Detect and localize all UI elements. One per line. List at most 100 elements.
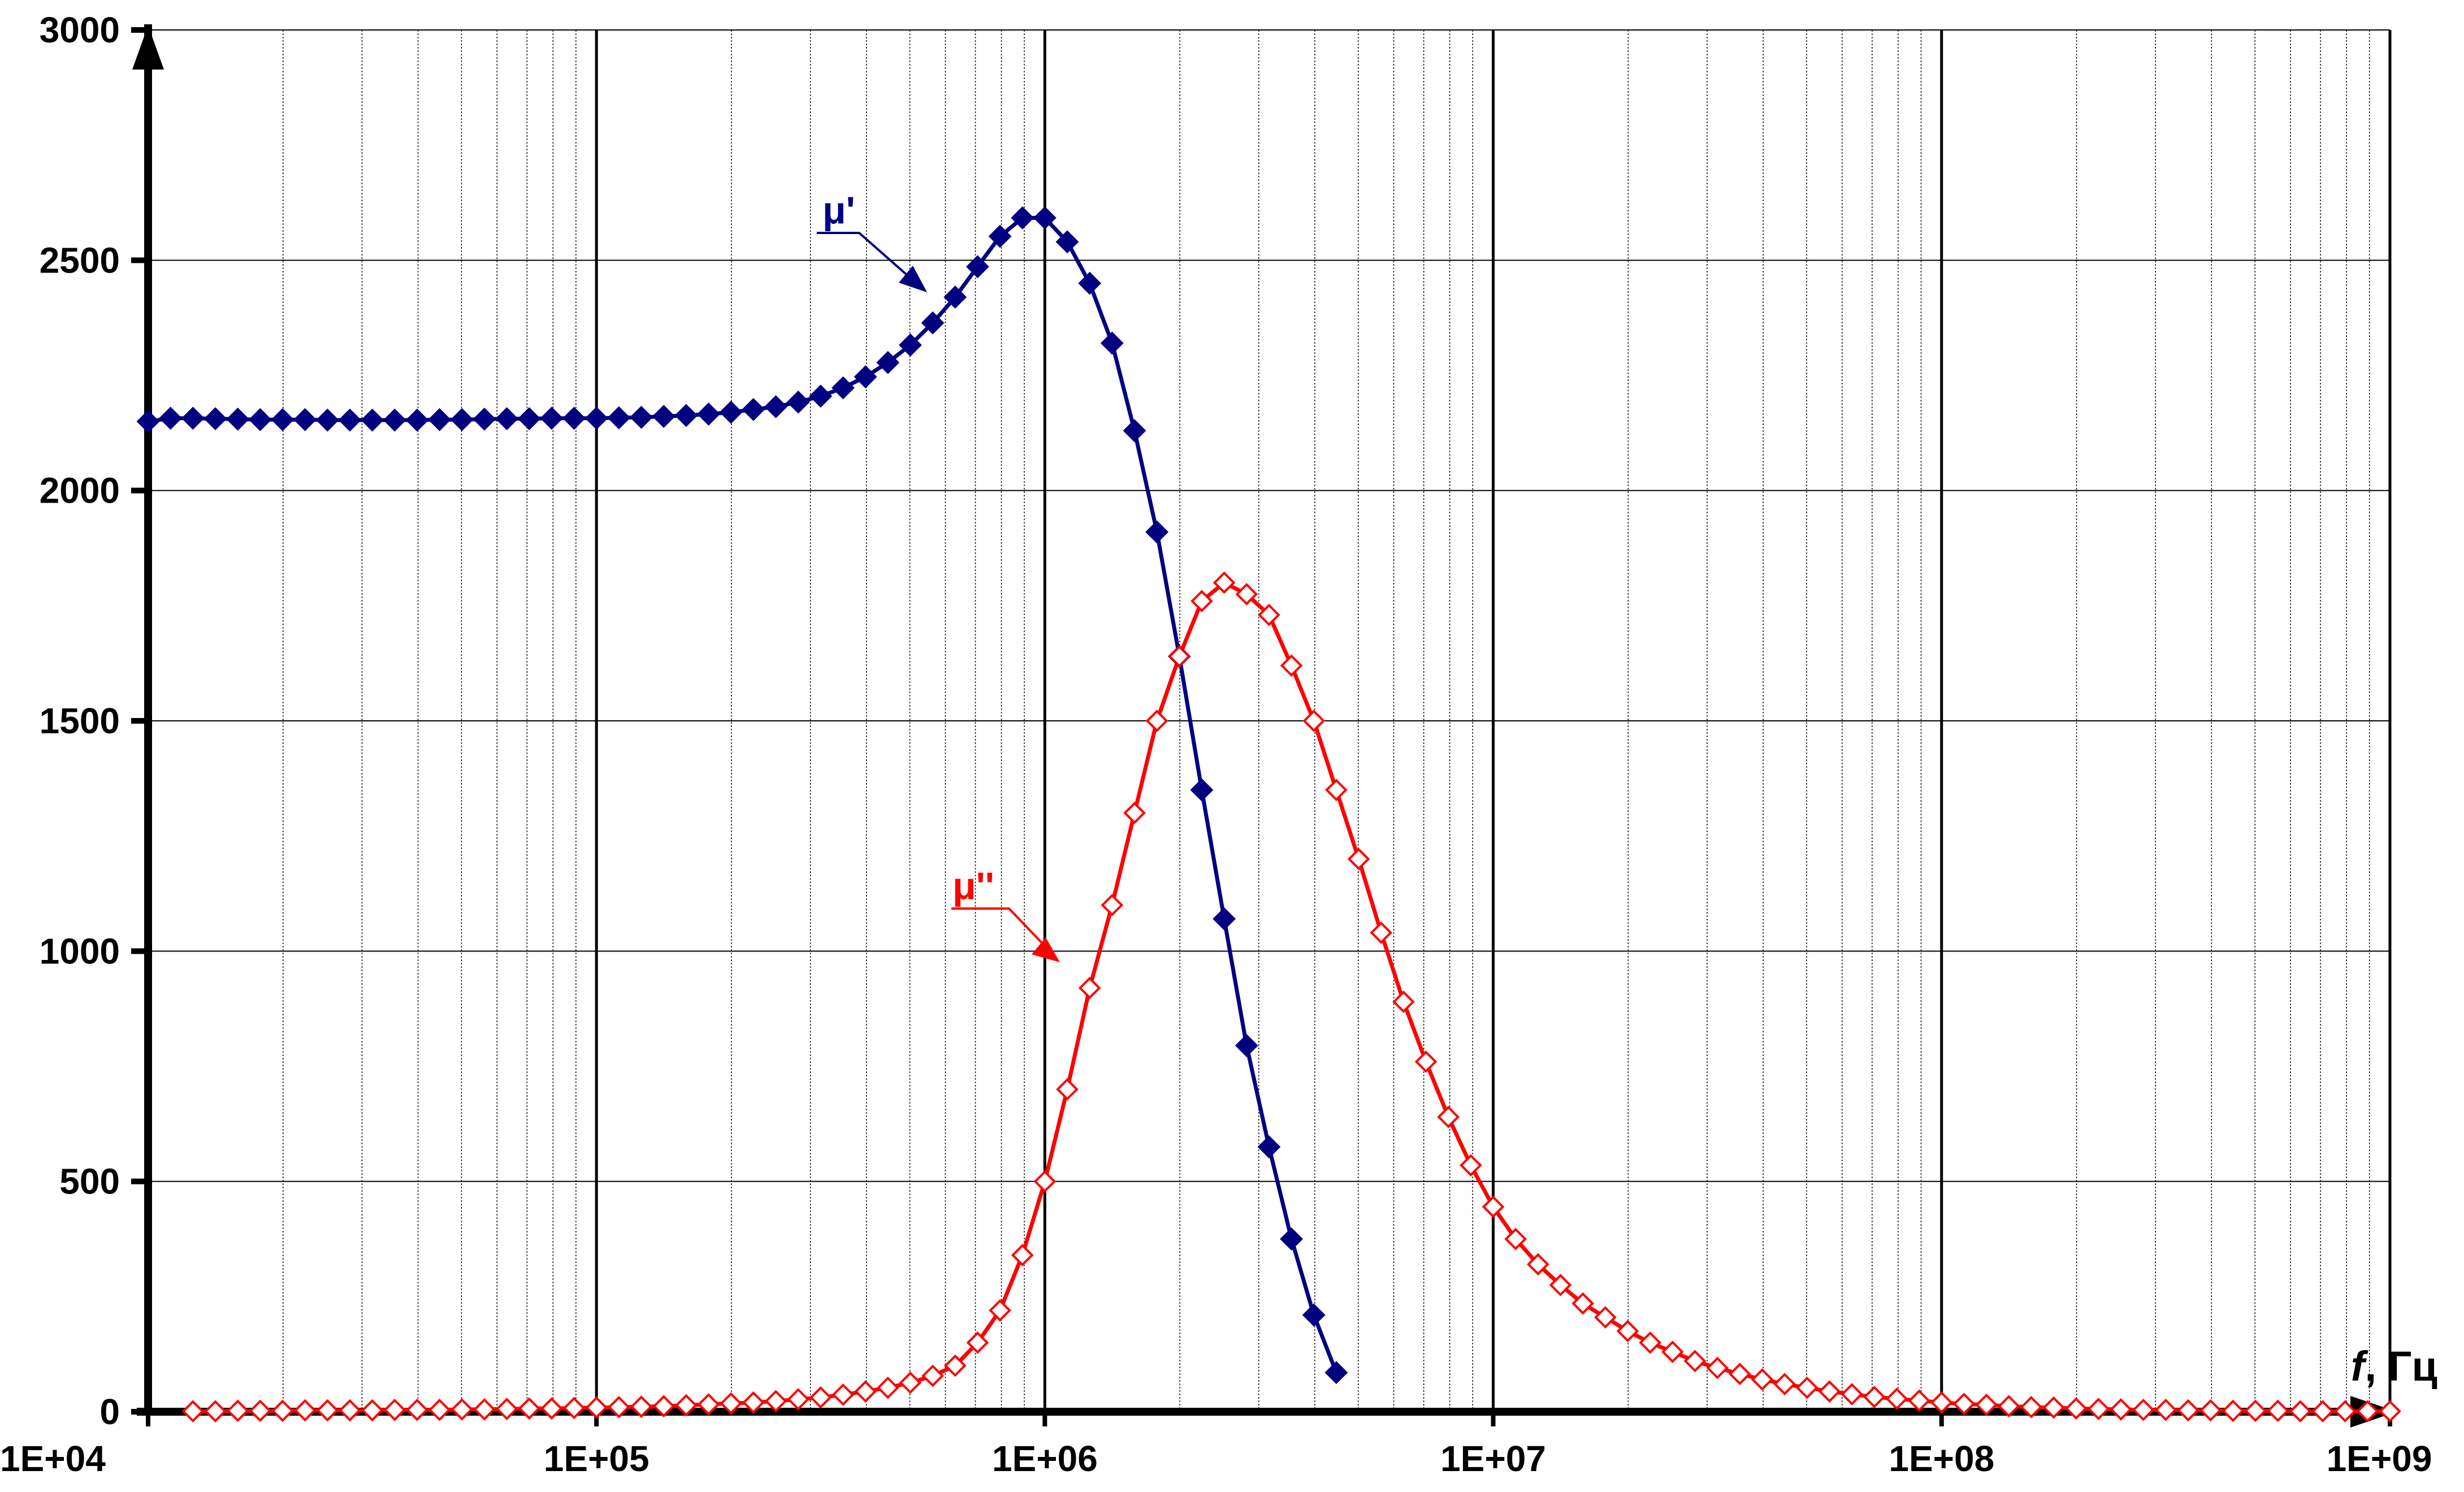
- data-point-mu-double-prime: [1325, 779, 1348, 802]
- data-point-mu-double-prime: [204, 1400, 227, 1423]
- data-point-mu-double-prime: [2064, 1397, 2088, 1420]
- data-point-mu-prime: [361, 408, 384, 432]
- data-point-mu-prime: [1100, 331, 1124, 355]
- data-point-mu-double-prime: [2244, 1399, 2267, 1422]
- data-point-mu-double-prime: [1527, 1253, 1549, 1276]
- series-line-mu-prime: [148, 215, 1339, 1374]
- data-point-mu-double-prime: [361, 1399, 384, 1422]
- data-point-mu-double-prime: [989, 1299, 1011, 1322]
- data-point-mu-double-prime: [1796, 1376, 1818, 1399]
- data-point-mu-double-prime: [2266, 1399, 2289, 1422]
- data-point-mu-double-prime: [1482, 1195, 1505, 1218]
- data-point-mu-double-prime: [2199, 1399, 2222, 1422]
- data-point-mu-prime: [517, 407, 541, 430]
- data-point-mu-prime: [584, 406, 608, 430]
- data-point-mu-prime: [495, 407, 518, 430]
- leader-line-mu-prime: [817, 232, 917, 284]
- data-point-mu-double-prime: [1235, 583, 1258, 606]
- data-point-mu-double-prime: [1437, 1105, 1460, 1128]
- data-point-mu-double-prime: [1370, 921, 1393, 944]
- data-point-mu-double-prime: [1729, 1363, 1751, 1386]
- data-point-mu-double-prime: [2311, 1400, 2334, 1423]
- x-axis-title: f, Гц: [2351, 1343, 2437, 1390]
- data-point-mu-double-prime: [339, 1399, 361, 1422]
- data-point-mu-double-prime: [1280, 654, 1303, 677]
- data-point-mu-prime: [742, 397, 765, 421]
- data-point-mu-double-prime: [2087, 1398, 2110, 1420]
- annotations: μ' μ'': [817, 189, 1060, 962]
- data-point-mu-double-prime: [854, 1380, 877, 1403]
- data-point-mu-prime: [405, 408, 429, 432]
- data-point-mu-prime: [943, 286, 967, 309]
- data-point-mu-prime: [450, 408, 474, 431]
- data-point-mu-double-prime: [1661, 1340, 1684, 1363]
- data-point-mu-double-prime: [2379, 1400, 2401, 1423]
- data-point-mu-prime: [473, 407, 496, 431]
- data-point-mu-prime: [921, 311, 945, 335]
- data-point-mu-double-prime: [966, 1331, 989, 1354]
- data-point-mu-double-prime: [1952, 1392, 1976, 1415]
- data-point-mu-double-prime: [2132, 1398, 2155, 1421]
- data-point-mu-prime: [1190, 778, 1214, 802]
- y-axis-arrow-icon: [132, 25, 164, 70]
- data-point-mu-double-prime: [1818, 1380, 1841, 1403]
- data-point-mu-double-prime: [1751, 1368, 1774, 1391]
- data-point-mu-double-prime: [1930, 1391, 1953, 1414]
- data-point-mu-double-prime: [2110, 1398, 2132, 1421]
- data-point-mu-double-prime: [293, 1399, 317, 1422]
- data-point-mu-double-prime: [1414, 1050, 1437, 1073]
- data-point-mu-prime: [764, 395, 787, 418]
- data-point-mu-double-prime: [921, 1364, 944, 1387]
- data-point-mu-double-prime: [1841, 1383, 1863, 1405]
- data-point-mu-prime: [338, 408, 362, 432]
- data-point-mu-prime: [1302, 1303, 1326, 1327]
- data-point-mu-double-prime: [1773, 1373, 1796, 1395]
- data-point-mu-double-prime: [1258, 603, 1280, 626]
- data-point-mu-double-prime: [2177, 1399, 2199, 1422]
- data-point-mu-double-prime: [1168, 645, 1191, 668]
- series-label-mu-double-prime: μ'': [952, 864, 994, 907]
- data-point-mu-prime: [428, 408, 451, 431]
- data-point-mu-double-prime: [697, 1393, 720, 1416]
- y-tick-label: 2000: [40, 470, 120, 511]
- data-point-mu-double-prime: [764, 1390, 787, 1413]
- data-point-mu-double-prime: [383, 1398, 406, 1421]
- data-point-mu-double-prime: [1392, 991, 1415, 1013]
- data-point-mu-double-prime: [1212, 571, 1236, 594]
- series-lines: [148, 215, 2390, 1413]
- data-point-mu-double-prime: [2020, 1396, 2043, 1419]
- data-point-mu-prime: [786, 390, 810, 414]
- data-point-mu-double-prime: [226, 1399, 249, 1422]
- data-point-mu-prime: [1055, 230, 1079, 254]
- x-tick-label: 1E+06: [992, 1438, 1098, 1479]
- data-point-mu-double-prime: [1571, 1292, 1595, 1315]
- data-point-mu-double-prime: [585, 1396, 608, 1419]
- y-tick-label: 0: [99, 1391, 120, 1432]
- data-point-mu-prime: [540, 406, 564, 430]
- data-point-mu-prime: [1212, 907, 1236, 931]
- data-point-mu-prime: [181, 406, 205, 430]
- data-point-mu-double-prime: [562, 1396, 586, 1420]
- data-point-mu-double-prime: [675, 1394, 698, 1417]
- data-point-mu-double-prime: [1549, 1274, 1572, 1296]
- data-point-mu-double-prime: [1011, 1244, 1034, 1266]
- data-point-mu-double-prime: [540, 1397, 563, 1420]
- data-point-mu-double-prime: [1101, 894, 1124, 916]
- y-tick-label: 1000: [40, 931, 120, 971]
- data-point-mu-double-prime: [787, 1388, 809, 1411]
- series-markers: [136, 206, 2401, 1423]
- data-point-mu-double-prime: [720, 1392, 742, 1415]
- data-point-mu-prime: [203, 407, 227, 430]
- data-point-mu-double-prime: [428, 1398, 451, 1421]
- arrow-mu-double-prime-icon: [1032, 937, 1060, 962]
- data-point-mu-double-prime: [1347, 847, 1370, 871]
- data-point-mu-double-prime: [1863, 1386, 1886, 1408]
- series-label-mu-prime: μ': [822, 189, 855, 232]
- data-point-mu-prime: [315, 408, 339, 432]
- tick-labels: 0 500 1000 1500 2000 2500 3000 1E+04 1E+05 1E+06 1…: [0, 10, 2437, 1479]
- x-tick-label: 1E+07: [1440, 1438, 1546, 1479]
- data-point-mu-double-prime: [899, 1371, 922, 1394]
- data-point-mu-prime: [1033, 206, 1056, 230]
- data-point-mu-double-prime: [1616, 1320, 1639, 1343]
- data-point-mu-double-prime: [181, 1400, 205, 1423]
